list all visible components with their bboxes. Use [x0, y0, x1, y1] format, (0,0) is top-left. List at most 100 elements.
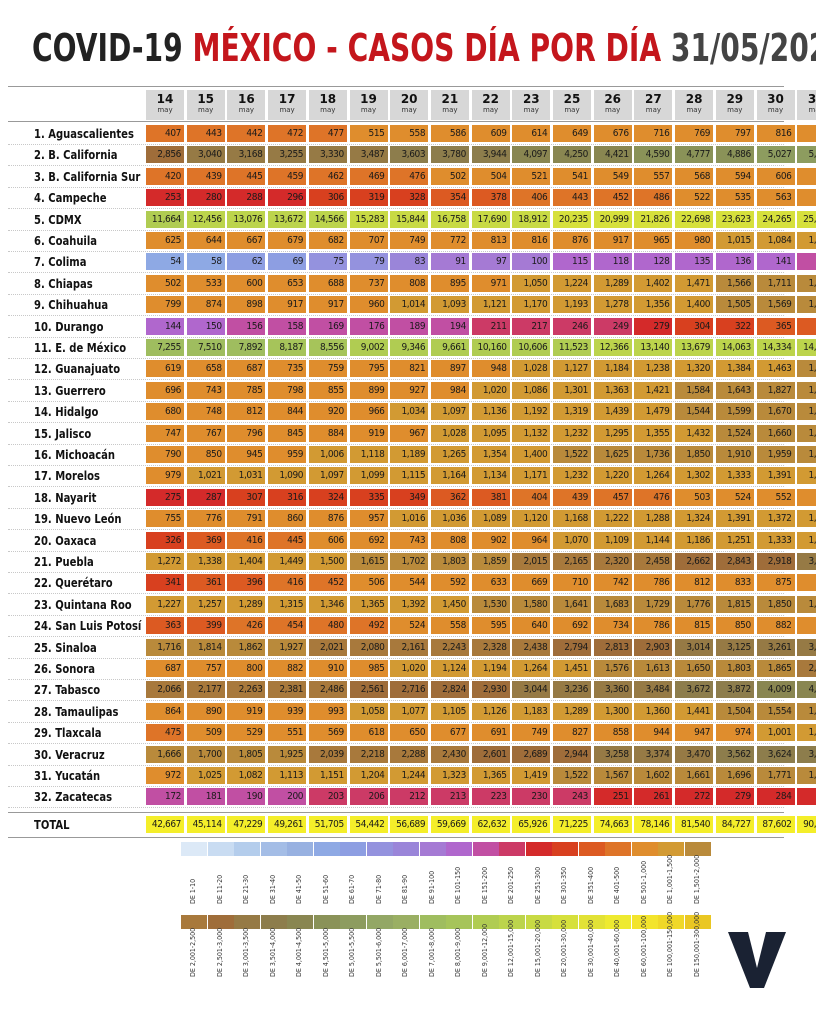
data-cell: 748 — [186, 403, 225, 421]
data-cell: 884 — [308, 424, 347, 442]
data-cell: 897 — [430, 360, 469, 378]
legend-label: DE 3,001-3,500 — [242, 927, 251, 977]
data-cell: 1,625 — [593, 446, 632, 463]
data-cell: 341 — [146, 574, 184, 592]
data-cell: 2,561 — [349, 681, 388, 699]
data-cell: 2,430 — [430, 745, 469, 763]
data-cell: 361 — [186, 574, 225, 592]
data-cell: 492 — [349, 617, 388, 635]
data-cell: 1,183 — [512, 702, 551, 720]
data-cell: 927 — [390, 381, 429, 399]
legend-swatch — [631, 842, 658, 856]
data-cell: 439 — [553, 488, 591, 506]
total-cell: 49,261 — [268, 815, 307, 833]
data-cell: 396 — [227, 574, 266, 592]
data-cell: 1,700 — [186, 745, 225, 763]
row-divider — [8, 657, 784, 659]
data-cell: 755 — [146, 510, 184, 528]
data-cell: 251 — [593, 788, 632, 806]
data-cell: 1,115 — [390, 467, 429, 485]
data-cell: 850 — [186, 446, 225, 463]
data-cell: 827 — [553, 724, 591, 742]
data-cell: 369 — [186, 531, 225, 549]
data-cell: 3,487 — [349, 146, 388, 164]
data-cell: 292 — [797, 788, 816, 806]
row-divider — [8, 786, 784, 787]
total-cell: 84,727 — [715, 815, 754, 833]
day-number: 21 — [441, 92, 459, 106]
data-cell: 1,569 — [756, 296, 795, 314]
data-cell: 1,814 — [186, 638, 225, 656]
legend-swatch — [578, 915, 605, 929]
day-header: 14 may — [146, 90, 184, 120]
data-cell: 20,999 — [593, 210, 632, 228]
data-cell: 2,328 — [471, 638, 510, 656]
state-label: 29. Tlaxcala — [34, 725, 102, 741]
data-cell: 1,504 — [715, 702, 754, 720]
data-cell: 1,034 — [390, 403, 429, 421]
data-cell: 3,562 — [715, 745, 754, 763]
total-cell: 65,926 — [512, 815, 551, 833]
data-cell: 692 — [553, 617, 591, 635]
day-header: 20 may — [390, 90, 429, 120]
data-cell: 1,251 — [715, 531, 754, 549]
top-rule — [8, 86, 784, 87]
data-cell: 821 — [390, 360, 429, 378]
row-divider — [8, 679, 784, 680]
data-cell: 280 — [186, 189, 225, 207]
data-cell: 1,333 — [715, 467, 754, 485]
legend-swatch — [207, 915, 234, 929]
data-cell: 1,602 — [634, 767, 673, 784]
data-cell: 625 — [146, 232, 184, 249]
data-cell: 993 — [308, 702, 347, 720]
row-divider — [8, 550, 784, 552]
month-label: may — [564, 106, 580, 114]
data-cell: 1,095 — [471, 424, 510, 442]
row-divider — [8, 358, 784, 359]
data-cell: 964 — [512, 531, 551, 549]
legend-label: DE 351-400 — [586, 866, 595, 904]
month-label: may — [482, 106, 499, 114]
data-cell: 3,716 — [797, 745, 816, 763]
data-cell: 1,346 — [308, 595, 347, 613]
data-cell: 1,633 — [797, 360, 816, 378]
data-cell: 1,220 — [593, 467, 632, 485]
data-cell: 569 — [308, 724, 347, 742]
total-cell: 54,442 — [349, 815, 388, 833]
data-cell: 3,360 — [593, 681, 632, 699]
data-cell: 2,716 — [390, 681, 429, 699]
data-cell: 349 — [390, 488, 429, 506]
data-cell: 895 — [430, 274, 469, 292]
state-label: 18. Nayarit — [34, 489, 97, 505]
data-cell: 1,711 — [756, 274, 795, 292]
data-cell: 864 — [146, 702, 184, 720]
data-cell: 14,063 — [715, 339, 754, 356]
data-cell: 1,025 — [186, 767, 225, 784]
month-label: may — [442, 106, 458, 114]
state-label: 14. Hidalgo — [34, 404, 99, 420]
data-cell: 217 — [512, 317, 551, 335]
data-cell: 1,184 — [593, 360, 632, 378]
data-cell: 939 — [268, 702, 307, 720]
data-cell: 965 — [634, 232, 673, 249]
data-cell: 443 — [186, 125, 225, 142]
data-cell: 1,016 — [390, 510, 429, 528]
data-cell: 194 — [430, 317, 469, 335]
day-header: 18 may — [308, 90, 347, 120]
data-cell: 288 — [227, 189, 266, 207]
data-cell: 606 — [756, 167, 795, 185]
data-cell: 1,097 — [430, 403, 469, 421]
day-number: 31 — [807, 92, 816, 106]
data-cell: 335 — [349, 488, 388, 506]
data-cell: 1,257 — [186, 595, 225, 613]
legend-label: DE 30,001-40,000 — [586, 919, 595, 977]
data-cell: 931 — [797, 617, 816, 635]
legend-label: DE 60,001-100,000 — [639, 915, 648, 977]
data-cell: 206 — [349, 788, 388, 806]
data-cell: 1,356 — [634, 296, 673, 314]
data-cell: 279 — [715, 788, 754, 806]
legend-label: DE 3,501-4,000 — [268, 927, 277, 977]
data-cell: 1,124 — [430, 660, 469, 677]
data-cell: 1,109 — [593, 531, 632, 549]
data-cell: 416 — [227, 531, 266, 549]
